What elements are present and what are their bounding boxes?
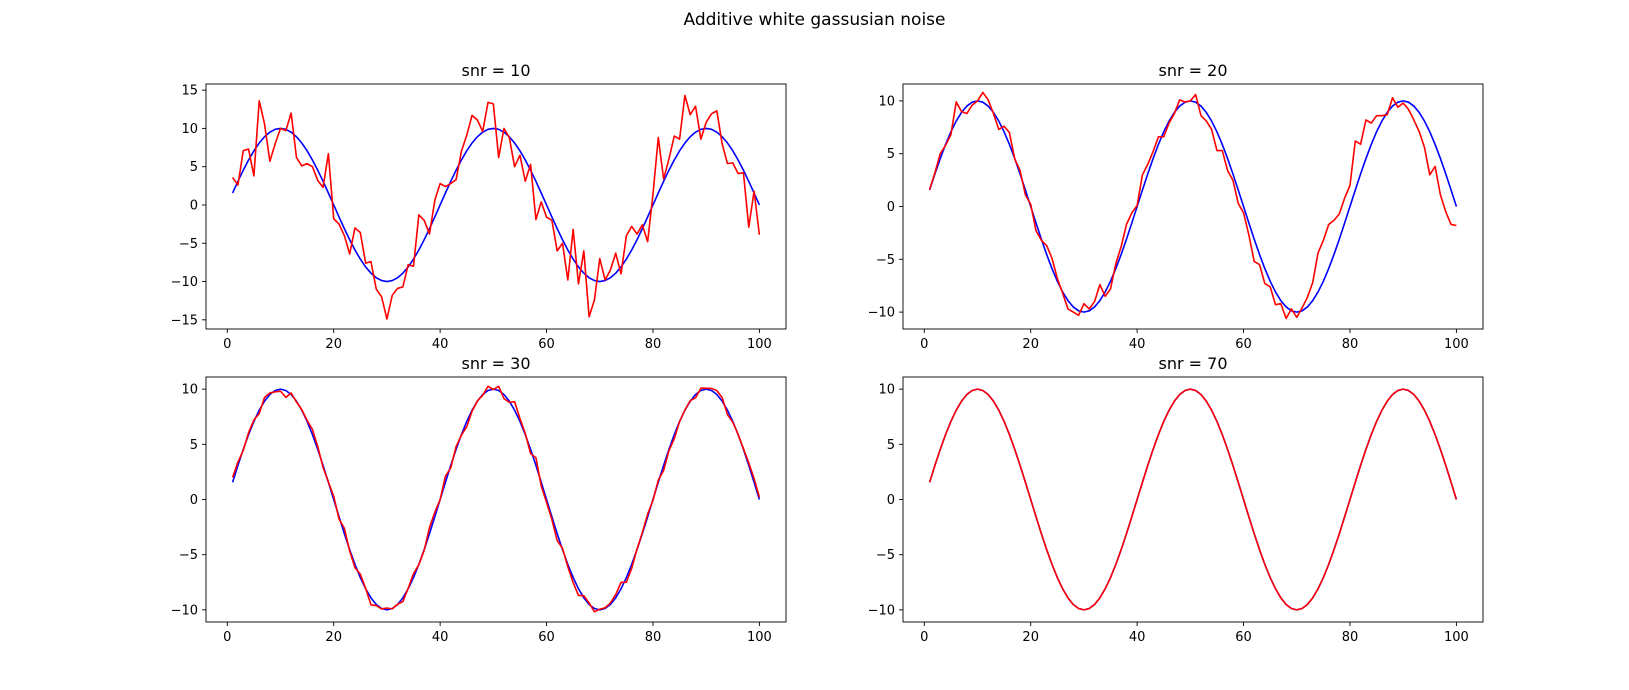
y-tick-label: −5 bbox=[179, 237, 198, 252]
y-tick-label: −5 bbox=[179, 548, 198, 563]
x-tick-label: 40 bbox=[1129, 630, 1146, 645]
x-tick-label: 40 bbox=[1129, 337, 1146, 352]
x-tick-label: 60 bbox=[1235, 630, 1252, 645]
subplot-1: snr = 10 0 20 40 60 80 100 −15 −10 −5 0 5 10 15 bbox=[171, 61, 787, 352]
y-tick-label: 0 bbox=[887, 493, 895, 508]
clean-signal-line bbox=[231, 127, 761, 283]
x-tick-label: 40 bbox=[432, 630, 449, 645]
x-tick-label: 40 bbox=[432, 337, 449, 352]
noisy-signal-line bbox=[928, 91, 1457, 320]
y-tick-label: 10 bbox=[181, 122, 198, 137]
x-tick-label: 80 bbox=[645, 337, 662, 352]
y-tick-label: 0 bbox=[190, 198, 198, 213]
y-tick-label: 5 bbox=[190, 160, 198, 175]
y-tick-label: 10 bbox=[878, 383, 895, 398]
x-tick-label: 100 bbox=[747, 337, 772, 352]
noisy-signal-line bbox=[928, 388, 1458, 611]
y-tick-label: −10 bbox=[868, 306, 895, 321]
x-tick-label: 80 bbox=[1342, 630, 1359, 645]
x-tick-label: 100 bbox=[1444, 630, 1469, 645]
noisy-signal-line bbox=[231, 94, 761, 320]
axes-frame bbox=[205, 376, 787, 623]
y-tick-label: 0 bbox=[887, 200, 895, 215]
subplot-title: snr = 30 bbox=[462, 354, 531, 373]
axes-frame bbox=[902, 83, 1484, 330]
x-tick-label: 100 bbox=[1444, 337, 1469, 352]
y-tick-label: 5 bbox=[887, 147, 895, 162]
y-tick-label: 10 bbox=[181, 383, 198, 398]
x-tick-label: 80 bbox=[1342, 337, 1359, 352]
noisy-signal-line bbox=[231, 385, 761, 613]
y-tick-label: −10 bbox=[868, 603, 895, 618]
y-tick-label: −5 bbox=[876, 548, 895, 563]
subplot-title: snr = 70 bbox=[1159, 354, 1228, 373]
x-tick-label: 0 bbox=[920, 630, 928, 645]
subplot-3: snr = 30 0 20 40 60 80 100 −10 −5 0 5 10 bbox=[171, 354, 787, 645]
x-tick-label: 60 bbox=[538, 337, 555, 352]
x-tick-label: 0 bbox=[223, 630, 231, 645]
subplot-4: snr = 70 0 20 40 60 80 100 −10 −5 0 5 10 bbox=[868, 354, 1484, 645]
x-tick-label: 60 bbox=[1235, 337, 1252, 352]
clean-signal-line bbox=[928, 388, 1458, 611]
figure-suptitle: Additive white gassusian noise bbox=[683, 10, 946, 30]
x-tick-label: 0 bbox=[223, 337, 231, 352]
y-tick-label: −10 bbox=[171, 275, 198, 290]
y-tick-label: 15 bbox=[181, 84, 198, 99]
x-tick-label: 80 bbox=[645, 630, 662, 645]
y-tick-label: −10 bbox=[171, 603, 198, 618]
axes-frame bbox=[205, 83, 787, 330]
y-tick-label: 10 bbox=[878, 94, 895, 109]
axes-frame bbox=[902, 376, 1484, 623]
x-tick-label: 0 bbox=[920, 337, 928, 352]
subplot-2: snr = 20 0 20 40 60 80 100 −10 −5 0 5 10 bbox=[868, 61, 1484, 352]
x-tick-label: 20 bbox=[1022, 337, 1039, 352]
x-tick-label: 100 bbox=[747, 630, 772, 645]
y-tick-label: 5 bbox=[887, 438, 895, 453]
y-tick-label: −5 bbox=[876, 253, 895, 268]
y-tick-label: 0 bbox=[190, 493, 198, 508]
x-tick-label: 20 bbox=[325, 630, 342, 645]
x-tick-label: 20 bbox=[325, 337, 342, 352]
subplot-title: snr = 10 bbox=[462, 61, 531, 80]
clean-signal-line bbox=[231, 388, 761, 611]
x-tick-label: 60 bbox=[538, 630, 555, 645]
x-tick-label: 20 bbox=[1022, 630, 1039, 645]
y-tick-label: −15 bbox=[171, 313, 198, 328]
subplot-title: snr = 20 bbox=[1159, 61, 1228, 80]
y-tick-label: 5 bbox=[190, 438, 198, 453]
